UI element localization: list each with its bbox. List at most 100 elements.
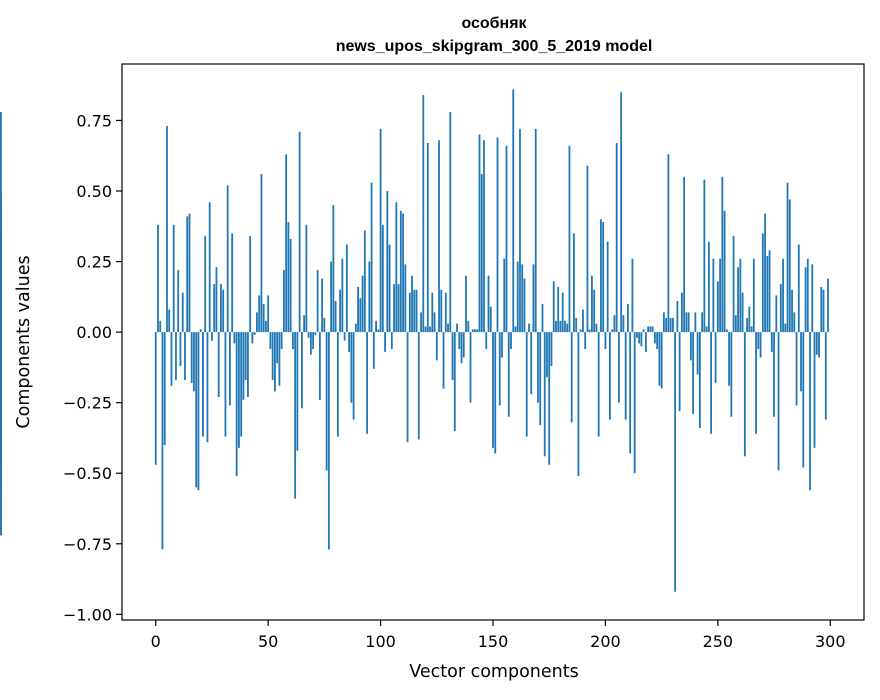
bar-17 <box>193 332 195 392</box>
bar-101 <box>381 224 384 333</box>
bar-51 <box>269 332 272 350</box>
bar-152 <box>496 137 499 333</box>
bar-112 <box>406 332 409 443</box>
bar-146 <box>483 140 485 333</box>
bar-243 <box>701 312 704 333</box>
bar-238 <box>689 332 692 361</box>
x-tick-label-100: 100 <box>365 632 396 651</box>
bar-137 <box>462 332 465 358</box>
bar-126 <box>438 140 440 333</box>
bar-239 <box>692 332 695 414</box>
bar-125 <box>435 332 438 361</box>
bar-78 <box>330 261 333 333</box>
bar-103 <box>386 191 389 333</box>
bar-80 <box>334 301 337 333</box>
bar-179 <box>557 286 560 333</box>
bar-155 <box>503 258 506 333</box>
bar-213 <box>633 332 636 474</box>
bar-260 <box>739 258 742 333</box>
bar-9 <box>175 332 177 381</box>
bar-56 <box>280 332 283 350</box>
bar-171 <box>539 332 542 426</box>
bar-256 <box>730 332 733 417</box>
bar-61 <box>291 332 294 350</box>
bar-291 <box>809 332 811 491</box>
bar-148 <box>487 275 490 333</box>
bar-19 <box>197 332 200 491</box>
y-axis-label: Components values <box>14 255 34 428</box>
bar-216 <box>640 332 643 347</box>
bar-96 <box>370 182 373 333</box>
bar-127 <box>440 289 443 333</box>
bar-150 <box>492 332 494 448</box>
bar-157 <box>507 332 510 417</box>
x-tick-label-0: 0 <box>151 632 161 651</box>
bar-120 <box>424 326 427 333</box>
bar-283 <box>791 289 793 333</box>
bar-226 <box>662 312 665 333</box>
bar-55 <box>278 332 281 386</box>
bar-8 <box>172 224 175 333</box>
bar-252 <box>721 176 724 333</box>
y-tick-label-3: 0.00 <box>76 323 112 342</box>
bar-225 <box>660 332 663 389</box>
bar-262 <box>743 332 746 457</box>
bar-65 <box>300 332 303 409</box>
bar-36 <box>235 332 238 477</box>
x-tick-label-200: 200 <box>590 632 621 651</box>
bar-170 <box>537 332 539 403</box>
bar-175 <box>548 332 551 465</box>
bar-71 <box>314 332 317 335</box>
bar-40 <box>244 332 247 381</box>
bar-130 <box>447 323 449 333</box>
bar-162 <box>519 128 521 333</box>
bar-109 <box>399 210 402 333</box>
bar-280 <box>784 323 787 333</box>
bar-57 <box>282 270 285 333</box>
bar-41 <box>247 332 249 398</box>
bar-75 <box>323 318 326 333</box>
bar-268 <box>757 332 760 350</box>
bar-82 <box>339 289 341 333</box>
bar-133 <box>453 332 456 431</box>
bar-134 <box>456 323 458 333</box>
bar-251 <box>719 258 721 333</box>
bar-69 <box>309 332 312 355</box>
bar-89 <box>354 323 357 333</box>
bar-147 <box>485 332 488 350</box>
bar-191 <box>584 332 587 350</box>
bar-217 <box>642 329 645 333</box>
bar-185 <box>570 332 573 423</box>
bar-58 <box>285 154 288 333</box>
x-tick-label-150: 150 <box>478 632 509 651</box>
bar-293 <box>813 332 816 448</box>
bar-64 <box>298 131 301 333</box>
bar-200 <box>604 332 607 350</box>
bar-115 <box>413 289 416 333</box>
y-tick-label-4: −0.25 <box>63 394 112 413</box>
bar-275 <box>773 332 775 417</box>
bar-204 <box>613 315 616 333</box>
bar-121 <box>426 143 429 333</box>
bar-14 <box>186 216 189 333</box>
bar-195 <box>593 289 596 333</box>
bar-2 <box>159 320 162 333</box>
bar-257 <box>732 236 735 333</box>
bar-68 <box>307 332 310 338</box>
bar-15 <box>188 213 191 333</box>
bar-205 <box>615 143 618 333</box>
bar-247 <box>710 332 712 434</box>
bar-85 <box>345 244 348 333</box>
bar-151 <box>494 332 497 454</box>
bar-167 <box>530 332 533 395</box>
bar-271 <box>764 213 766 333</box>
bar-289 <box>804 267 807 333</box>
bar-288 <box>802 332 805 468</box>
bar-54 <box>276 332 279 364</box>
bar-296 <box>820 286 823 333</box>
bar-28 <box>217 332 220 398</box>
bar-0 <box>154 332 157 465</box>
bar-45 <box>256 312 258 333</box>
bar-194 <box>591 275 593 333</box>
